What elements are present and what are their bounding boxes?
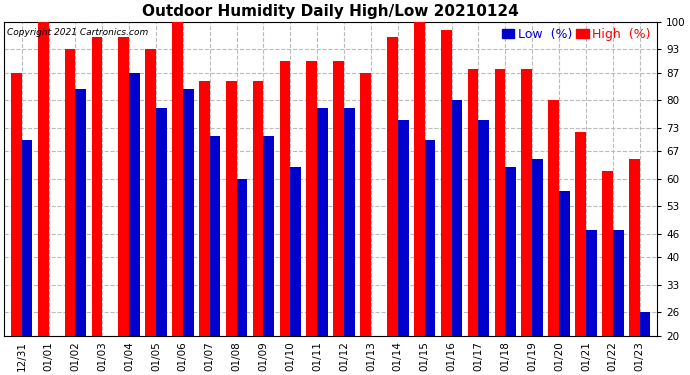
Bar [279, 61, 290, 336]
Bar [226, 81, 237, 336]
Bar [38, 22, 48, 336]
Bar [559, 190, 570, 336]
Bar [532, 159, 543, 336]
Bar [414, 22, 425, 336]
Bar [586, 230, 597, 336]
Bar [210, 136, 221, 336]
Bar [146, 49, 156, 336]
Bar [119, 38, 129, 336]
Bar [11, 73, 21, 336]
Bar [237, 179, 248, 336]
Title: Outdoor Humidity Daily High/Low 20210124: Outdoor Humidity Daily High/Low 20210124 [142, 4, 519, 19]
Bar [92, 38, 102, 336]
Bar [575, 132, 586, 336]
Bar [387, 38, 398, 336]
Bar [75, 88, 86, 336]
Text: Copyright 2021 Cartronics.com: Copyright 2021 Cartronics.com [8, 28, 148, 37]
Bar [522, 69, 532, 336]
Bar [602, 171, 613, 336]
Bar [613, 230, 624, 336]
Bar [505, 167, 516, 336]
Bar [129, 73, 140, 336]
Bar [65, 49, 75, 336]
Bar [425, 140, 435, 336]
Bar [468, 69, 478, 336]
Bar [640, 312, 651, 336]
Bar [344, 108, 355, 336]
Bar [441, 30, 451, 336]
Bar [333, 61, 344, 336]
Bar [317, 108, 328, 336]
Legend: Low  (%), High  (%): Low (%), High (%) [502, 28, 651, 41]
Bar [172, 22, 183, 336]
Bar [253, 81, 264, 336]
Bar [306, 61, 317, 336]
Bar [199, 81, 210, 336]
Bar [264, 136, 274, 336]
Bar [629, 159, 640, 336]
Bar [495, 69, 505, 336]
Bar [398, 120, 408, 336]
Bar [183, 88, 194, 336]
Bar [478, 120, 489, 336]
Bar [360, 73, 371, 336]
Bar [549, 100, 559, 336]
Bar [156, 108, 167, 336]
Bar [290, 167, 301, 336]
Bar [21, 140, 32, 336]
Bar [451, 100, 462, 336]
